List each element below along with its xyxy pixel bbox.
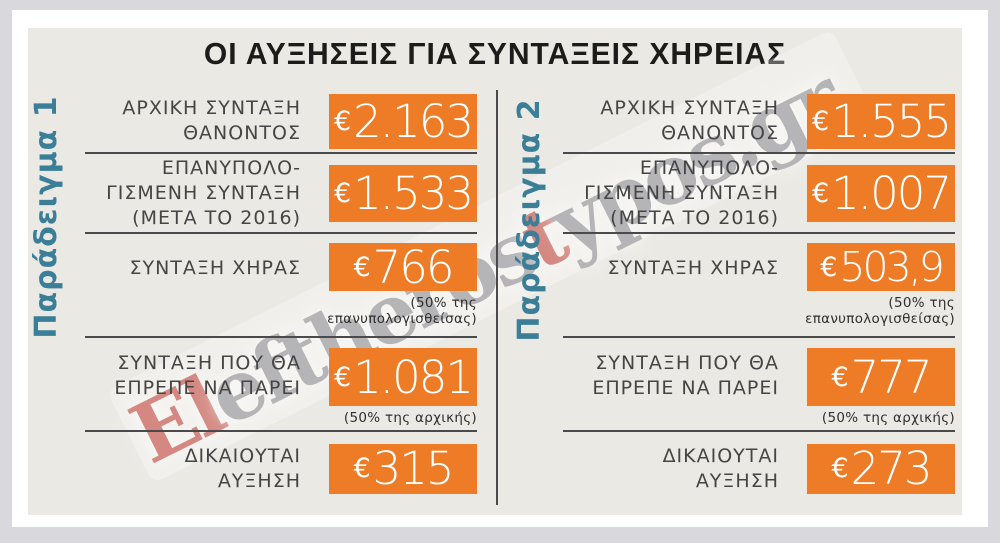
label-line: (ΜΕΤΑ ΤΟ 2016) [132, 206, 301, 229]
row-label: ΣΥΝΤΑΞΗ ΧΗΡΑΣ [563, 256, 807, 281]
row-label: ΣΥΝΤΑΞΗ ΠΟΥ ΘΑ ΕΠΡΕΠΕ ΝΑ ΠΑΡΕΙ [563, 351, 807, 401]
table-row: ΑΡΧΙΚΗ ΣΥΝΤΑΞΗ ΘΑΝΟΝΤΟΣ €1.555 [563, 90, 955, 152]
label-line: ΣΥΝΤΑΞΗ ΧΗΡΑΣ [129, 256, 301, 279]
label-line: ΔΙΚΑΙΟΥΤΑΙ [184, 444, 301, 467]
currency-symbol: € [353, 251, 371, 283]
row-label: ΔΙΚΑΙΟΥΤΑΙ ΑΥΞΗΣΗ [563, 444, 807, 494]
currency-symbol: € [811, 105, 830, 137]
column-divider [496, 90, 498, 505]
label-line: ΑΥΞΗΣΗ [217, 469, 301, 492]
value-wrap: €1.533 [329, 164, 477, 222]
value-box: €315 [329, 443, 477, 494]
value-box: €777 [807, 348, 955, 406]
label-line: ΔΙΚΑΙΟΥΤΑΙ [662, 444, 779, 467]
value-box: €1.555 [807, 93, 955, 149]
table-row: ΕΠΑΝΥΠΟΛΟ- ΓΙΣΜΕΝΗ ΣΥΝΤΑΞΗ (ΜΕΤΑ ΤΟ 2016… [85, 152, 477, 232]
row-label: ΣΥΝΤΑΞΗ ΠΟΥ ΘΑ ΕΠΡΕΠΕ ΝΑ ΠΑΡΕΙ [85, 351, 329, 401]
label-line: ΑΡΧΙΚΗ ΣΥΝΤΑΞΗ [122, 97, 301, 119]
label-line: ΕΠΑΝΥΠΟΛΟ- [161, 156, 301, 179]
value-box: €503,9 [807, 243, 955, 291]
table-row: ΔΙΚΑΙΟΥΤΑΙ ΑΥΞΗΣΗ €273 [563, 430, 955, 505]
row-label: ΔΙΚΑΙΟΥΤΑΙ ΑΥΞΗΣΗ [85, 444, 329, 494]
row-label: ΣΥΝΤΑΞΗ ΧΗΡΑΣ [85, 256, 329, 281]
value-wrap: €777 (50% της αρχικής) [807, 348, 955, 426]
label-line: ΣΥΝΤΑΞΗ ΠΟΥ ΘΑ [595, 352, 779, 374]
value-amount: 315 [372, 443, 455, 494]
note-line: επανυπολογισθείσας) [805, 311, 955, 327]
value-wrap: €2.163 [329, 93, 477, 149]
value-box: €2.163 [329, 93, 477, 149]
content-panel [28, 28, 962, 515]
note-line: επανυπολογισθείσας) [327, 311, 477, 327]
label-line: ΑΡΧΙΚΗ ΣΥΝΤΑΞΗ [600, 97, 779, 119]
label-line: ΕΠΡΕΠΕ ΝΑ ΠΑΡΕΙ [592, 377, 779, 399]
note-line: (50% της [888, 295, 955, 311]
table-row: ΕΠΑΝΥΠΟΛΟ- ΓΙΣΜΕΝΗ ΣΥΝΤΑΞΗ (ΜΕΤΑ ΤΟ 2016… [563, 152, 955, 232]
example-2-title: Παράδειγμα 2 [512, 98, 547, 342]
currency-symbol: € [333, 105, 352, 137]
row-label: ΕΠΑΝΥΠΟΛΟ- ΓΙΣΜΕΝΗ ΣΥΝΤΑΞΗ (ΜΕΤΑ ΤΟ 2016… [85, 156, 329, 231]
currency-symbol: € [831, 453, 849, 484]
value-amount: 766 [372, 243, 455, 291]
value-note: (50% της επανυπολογισθείσας) [267, 295, 477, 327]
label-line: ΘΑΝΟΝΤΟΣ [661, 122, 779, 144]
currency-symbol: € [333, 361, 352, 393]
value-amount: 1.007 [831, 166, 952, 220]
value-wrap: €1.007 [807, 164, 955, 222]
example-1-title: Παράδειγμα 1 [29, 95, 64, 339]
label-line: ΣΥΝΤΑΞΗ ΠΟΥ ΘΑ [117, 352, 301, 374]
table-row: ΣΥΝΤΑΞΗ ΠΟΥ ΘΑ ΕΠΡΕΠΕ ΝΑ ΠΑΡΕΙ €1.081 (5… [85, 336, 477, 430]
note-line: (50% της [410, 295, 477, 311]
currency-symbol: € [820, 251, 838, 283]
value-box: €766 [329, 243, 477, 291]
note-line: (50% της αρχικής) [821, 410, 955, 426]
page-title: ΟΙ ΑΥΞΗΣΕΙΣ ΓΙΑ ΣΥΝΤΑΞΕΙΣ ΧΗΡΕΙΑΣ [203, 36, 787, 71]
value-wrap: €315 [329, 443, 477, 494]
label-line: ΕΠΑΝΥΠΟΛΟ- [639, 156, 779, 179]
value-box: €273 [807, 443, 955, 494]
value-wrap: €766 (50% της επανυπολογισθείσας) [327, 243, 477, 327]
table-row: ΣΥΝΤΑΞΗ ΧΗΡΑΣ €766 (50% της επανυπολογισ… [85, 232, 477, 336]
example-1-column: ΑΡΧΙΚΗ ΣΥΝΤΑΞΗ ΘΑΝΟΝΤΟΣ €2.163 ΕΠΑΝΥΠΟΛΟ… [85, 90, 477, 505]
value-amount: 273 [850, 443, 933, 494]
label-line: (ΜΕΤΑ ΤΟ 2016) [610, 206, 779, 229]
value-wrap: €1.081 (50% της αρχικής) [329, 348, 477, 426]
value-wrap: €503,9 (50% της επανυπολογισθείσας) [805, 243, 955, 327]
value-box: €1.533 [329, 164, 477, 222]
table-row: ΣΥΝΤΑΞΗ ΠΟΥ ΘΑ ΕΠΡΕΠΕ ΝΑ ΠΑΡΕΙ €777 (50%… [563, 336, 955, 430]
note-line: (50% της αρχικής) [343, 410, 477, 426]
value-amount: 1.533 [353, 166, 474, 220]
value-amount: 1.081 [353, 350, 474, 404]
currency-symbol: € [831, 361, 849, 393]
currency-symbol: € [333, 177, 352, 209]
value-note: (50% της αρχικής) [745, 410, 955, 426]
value-note: (50% της αρχικής) [267, 410, 477, 426]
value-amount: 2.163 [353, 94, 474, 148]
label-line: ΣΥΝΤΑΞΗ ΧΗΡΑΣ [607, 256, 779, 279]
row-label: ΑΡΧΙΚΗ ΣΥΝΤΑΞΗ ΘΑΝΟΝΤΟΣ [563, 96, 807, 146]
label-line: ΑΥΞΗΣΗ [695, 469, 779, 492]
row-label: ΑΡΧΙΚΗ ΣΥΝΤΑΞΗ ΘΑΝΟΝΤΟΣ [85, 96, 329, 146]
label-line: ΕΠΡΕΠΕ ΝΑ ΠΑΡΕΙ [114, 377, 301, 399]
value-box: €1.081 [329, 348, 477, 406]
label-line: ΓΙΣΜΕΝΗ ΣΥΝΤΑΞΗ [106, 181, 301, 204]
currency-symbol: € [353, 453, 371, 484]
example-2-column: ΑΡΧΙΚΗ ΣΥΝΤΑΞΗ ΘΑΝΟΝΤΟΣ €1.555 ΕΠΑΝΥΠΟΛΟ… [563, 90, 955, 505]
value-box: €1.007 [807, 164, 955, 222]
table-row: ΣΥΝΤΑΞΗ ΧΗΡΑΣ €503,9 (50% της επανυπολογ… [563, 232, 955, 336]
value-wrap: €1.555 [807, 93, 955, 149]
table-row: ΔΙΚΑΙΟΥΤΑΙ ΑΥΞΗΣΗ €315 [85, 430, 477, 505]
currency-symbol: € [811, 177, 830, 209]
value-amount: 1.555 [831, 94, 952, 148]
row-label: ΕΠΑΝΥΠΟΛΟ- ΓΙΣΜΕΝΗ ΣΥΝΤΑΞΗ (ΜΕΤΑ ΤΟ 2016… [563, 156, 807, 231]
value-wrap: €273 [807, 443, 955, 494]
label-line: ΘΑΝΟΝΤΟΣ [183, 122, 301, 144]
value-note: (50% της επανυπολογισθείσας) [745, 295, 955, 327]
value-amount: 503,9 [839, 243, 944, 291]
table-row: ΑΡΧΙΚΗ ΣΥΝΤΑΞΗ ΘΑΝΟΝΤΟΣ €2.163 [85, 90, 477, 152]
label-line: ΓΙΣΜΕΝΗ ΣΥΝΤΑΞΗ [584, 181, 779, 204]
value-amount: 777 [850, 350, 933, 404]
